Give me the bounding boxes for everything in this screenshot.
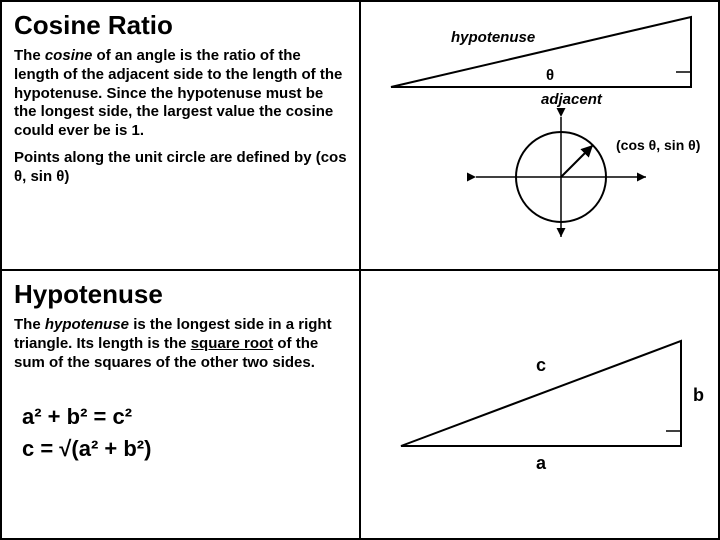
formula-c-equals: c = √(a² + b²)	[22, 436, 347, 462]
radius-line	[561, 145, 593, 177]
side-c-label: c	[536, 355, 546, 375]
side-a-label: a	[536, 453, 547, 473]
hypotenuse-label: hypotenuse	[451, 29, 535, 46]
cosine-para-1: The cosine of an angle is the ratio of t…	[14, 47, 347, 141]
adjacent-label: adjacent	[541, 91, 603, 108]
point-label: (cos θ, sin θ)	[616, 137, 700, 153]
cosine-title: Cosine Ratio	[14, 10, 347, 41]
theta-label: θ	[546, 67, 554, 84]
definition-grid: Cosine Ratio The cosine of an angle is t…	[0, 0, 720, 540]
hypotenuse-para: The hypotenuse is the longest side in a …	[14, 316, 347, 372]
hypotenuse-diagram-cell: c a b	[360, 270, 719, 539]
cosine-text-cell: Cosine Ratio The cosine of an angle is t…	[1, 1, 360, 270]
side-b-label: b	[693, 385, 704, 405]
formula-pythagoras: a² + b² = c²	[22, 404, 347, 430]
cosine-diagram-cell: hypotenuse θ adjacent (cos θ, sin θ)	[360, 1, 719, 270]
cosine-para-2: Points along the unit circle are defined…	[14, 149, 347, 187]
hypotenuse-title: Hypotenuse	[14, 279, 347, 310]
cosine-triangle	[391, 17, 691, 87]
hypotenuse-text-cell: Hypotenuse The hypotenuse is the longest…	[1, 270, 360, 539]
hypotenuse-diagram-svg: c a b	[361, 271, 719, 539]
right-angle-icon	[676, 72, 691, 87]
cosine-diagram-svg: hypotenuse θ adjacent (cos θ, sin θ)	[361, 2, 719, 270]
right-angle-icon	[666, 431, 681, 446]
